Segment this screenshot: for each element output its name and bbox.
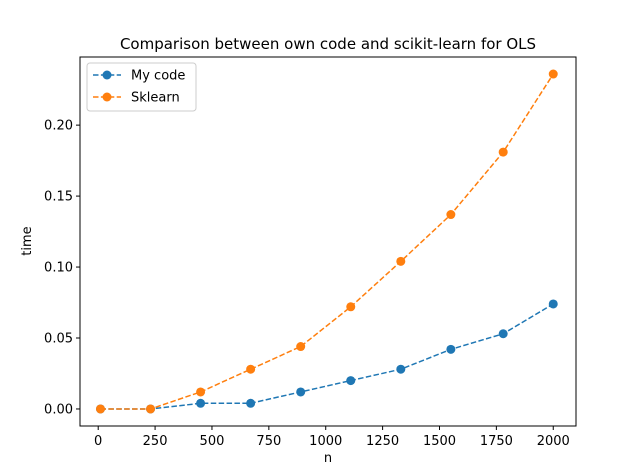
- x-axis: 0 250 500 750 1000 1250 1500 1750 2000: [94, 426, 570, 449]
- data-point-sklearn: [196, 387, 206, 397]
- data-point-sklearn: [95, 404, 105, 414]
- data-point-sklearn: [346, 302, 356, 312]
- data-point-sklearn: [446, 210, 456, 220]
- y-axis-label: time: [20, 226, 35, 255]
- x-tick-label: 1750: [480, 434, 513, 449]
- data-point-my-code: [548, 299, 558, 309]
- data-point-sklearn: [146, 404, 156, 414]
- data-point-sklearn: [498, 147, 508, 157]
- x-tick-label: 0: [94, 434, 102, 449]
- legend-label-my-code: My code: [131, 69, 185, 84]
- x-tick-label: 1250: [366, 434, 399, 449]
- series-line-my-code: [100, 303, 554, 410]
- data-point-my-code: [196, 398, 206, 408]
- data-point-my-code: [246, 398, 256, 408]
- data-point-my-code: [446, 344, 456, 354]
- legend: My code Sklearn: [86, 62, 197, 112]
- data-point-sklearn: [296, 342, 306, 352]
- x-tick-label: 2000: [537, 434, 570, 449]
- legend-marker-my-code: [102, 70, 112, 80]
- x-axis-label: n: [324, 451, 332, 466]
- x-tick-label: 500: [200, 434, 225, 449]
- plot-frame: [79, 56, 577, 427]
- data-point-my-code: [396, 364, 406, 374]
- legend-marker-sklearn: [102, 92, 112, 102]
- y-tick-label: 0.00: [44, 402, 73, 417]
- data-point-my-code: [296, 387, 306, 397]
- x-tick-label: 750: [256, 434, 281, 449]
- y-tick-label: 0.20: [44, 119, 73, 134]
- data-point-sklearn: [246, 364, 256, 374]
- y-tick-label: 0.05: [44, 332, 73, 347]
- legend-label-sklearn: Sklearn: [131, 91, 180, 106]
- x-tick-label: 1500: [423, 434, 456, 449]
- series-line-sklearn: [100, 73, 554, 410]
- plot-area: [95, 69, 558, 414]
- y-tick-label: 0.10: [44, 261, 73, 276]
- data-point-sklearn: [396, 256, 406, 266]
- chart-title: Comparison between own code and scikit-l…: [120, 35, 536, 53]
- x-tick-label: 1000: [309, 434, 342, 449]
- data-point-sklearn: [548, 69, 558, 79]
- data-point-my-code: [346, 376, 356, 386]
- data-point-my-code: [498, 329, 508, 339]
- y-axis: 0.00 0.05 0.10 0.15 0.20: [44, 119, 80, 417]
- x-tick-label: 250: [143, 434, 168, 449]
- y-tick-label: 0.15: [44, 190, 73, 205]
